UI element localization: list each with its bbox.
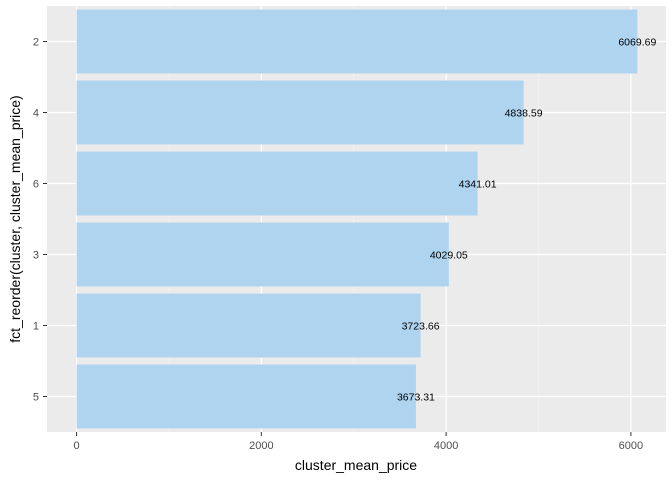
- bar-cluster-4: [76, 80, 524, 145]
- data-label-cluster-1: 3723.66: [402, 321, 440, 333]
- bar-cluster-2: [76, 9, 638, 74]
- x-axis: 0 2000 4000 6000: [74, 432, 643, 452]
- bars: [76, 9, 638, 429]
- plot-panel: [47, 6, 666, 432]
- y-tick-label-6: 6: [33, 179, 39, 191]
- bar-cluster-6: [76, 151, 478, 216]
- data-label-cluster-2: 6069.69: [618, 37, 656, 49]
- data-label-cluster-4: 4838.59: [505, 108, 543, 120]
- data-labels: 6069.69 4838.59 4341.01 4029.05 3723.66 3673.…: [397, 37, 657, 404]
- y-tick-label-3: 3: [33, 250, 39, 262]
- data-label-cluster-5: 3673.31: [397, 392, 435, 404]
- y-tick-label-2: 2: [33, 37, 39, 49]
- y-axis: 2 4 6 3 1 5: [33, 37, 47, 404]
- x-axis-title: cluster_mean_price: [295, 457, 417, 473]
- x-tick-label-2: 4000: [434, 440, 458, 452]
- bar-cluster-1: [76, 293, 421, 358]
- y-axis-title: fct_reorder(cluster, cluster_mean_price): [7, 95, 23, 342]
- x-tick-label-1: 2000: [249, 440, 273, 452]
- x-tick-label-0: 0: [74, 440, 80, 452]
- bar-cluster-3: [76, 222, 449, 287]
- y-tick-label-1: 1: [33, 321, 39, 333]
- bar-cluster-5: [76, 364, 416, 429]
- x-tick-label-3: 6000: [619, 440, 643, 452]
- data-label-cluster-6: 4341.01: [459, 179, 497, 191]
- data-label-cluster-3: 4029.05: [430, 250, 468, 262]
- y-tick-label-5: 5: [33, 392, 39, 404]
- y-tick-label-4: 4: [33, 108, 39, 120]
